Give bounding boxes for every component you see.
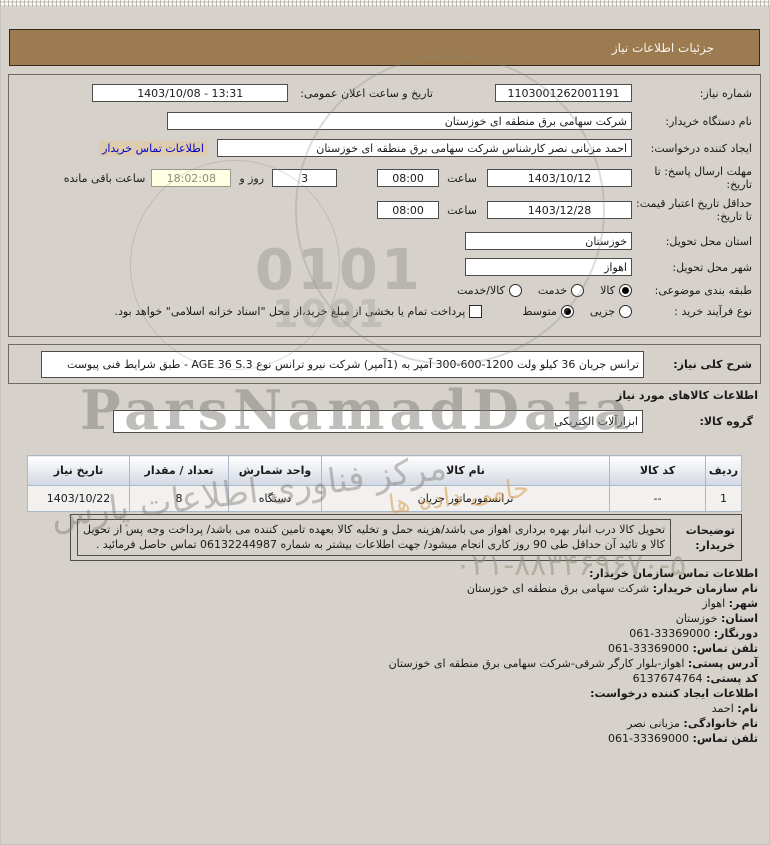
need-info-panel: شماره نیاز: 1103001262001191 تاریخ و ساع… xyxy=(8,74,761,337)
creator-phone: تلفن تماس: 33369000-061 xyxy=(608,732,758,745)
cell-count-unit: دستگاه xyxy=(228,485,322,512)
need-description-panel: شرح کلی نیاز: ترانس جریان 36 کیلو ولت 12… xyxy=(8,344,761,384)
announce-datetime-label: تاریخ و ساعت اعلان عمومی: xyxy=(300,86,433,100)
row-purchase-process: نوع فرآیند خرید : جزیی متوسط پرداخت تمام… xyxy=(9,305,760,318)
row-request-creator: ایجاد کننده درخواست: احمد مزبانی نصر کار… xyxy=(9,139,760,157)
row-reply-deadline: مهلت ارسال پاسخ: تا تاریخ: 1403/10/12 سا… xyxy=(9,165,760,191)
radio-minor-label: جزیی xyxy=(589,305,615,318)
contact-line-address: آدرس پستی: اهواز-بلوار کارگر شرقی-شرکت س… xyxy=(388,657,758,670)
radio-medium-label: متوسط xyxy=(522,305,557,318)
cell-need-date: 1403/10/22 xyxy=(27,485,130,512)
contact-line-org-name: نام سازمان خریدار: شرکت سهامی برق منطقه … xyxy=(466,582,758,595)
announce-datetime-input[interactable]: 1403/10/08 - 13:31 xyxy=(92,84,289,102)
contact-line-province: استان: خوزستان xyxy=(675,612,758,625)
price-hour-input[interactable]: 08:00 xyxy=(377,201,440,219)
radio-goods-service[interactable] xyxy=(508,284,522,297)
contact-line-phone: تلفن تماس: 33369000-061 xyxy=(608,642,758,655)
subject-class-label: طبقه بندی موضوعی: xyxy=(654,284,752,297)
cell-quantity: 8 xyxy=(129,485,229,512)
time-left-countdown: 18:02:08 xyxy=(151,169,232,187)
request-creator-label: ایجاد کننده درخواست: xyxy=(650,141,752,155)
col-row-number: ردیف xyxy=(705,455,742,486)
col-quantity: تعداد / مقدار xyxy=(129,455,229,486)
row-delivery-city: شهر محل تحویل: اهواز xyxy=(9,258,760,276)
row-price-validity: حداقل تاریخ اعتبار قیمت: تا تاریخ: 1403/… xyxy=(9,197,760,223)
price-validity-date-input[interactable]: 1403/12/28 xyxy=(487,201,632,219)
buyer-contact-section: اطلاعات تماس سازمان خریدار: نام سازمان خ… xyxy=(12,566,758,746)
request-creator-input[interactable]: احمد مزبانی نصر کارشناس شرکت سهامی برق م… xyxy=(217,139,632,157)
radio-service[interactable] xyxy=(571,284,585,297)
price-validity-label: حداقل تاریخ اعتبار قیمت: تا تاریخ: xyxy=(636,197,752,223)
treasury-payment-checkbox[interactable] xyxy=(469,305,483,318)
price-hour-label: ساعت xyxy=(447,203,477,217)
col-goods-name: نام کالا xyxy=(321,455,610,486)
radio-medium[interactable] xyxy=(560,305,574,318)
goods-group-row: گروه کالا: ابزارآلات الکتریکی xyxy=(8,410,761,433)
delivery-province-label: استان محل تحویل: xyxy=(665,234,752,248)
need-description-label: شرح کلی نیاز: xyxy=(673,357,752,371)
creator-first-name: نام: احمد xyxy=(711,702,758,715)
delivery-city-input[interactable]: اهواز xyxy=(465,258,632,276)
buyer-contact-link[interactable]: اطلاعات تماس خریدار xyxy=(99,140,207,156)
reply-deadline-label: مهلت ارسال پاسخ: تا تاریخ: xyxy=(654,165,752,191)
page-title: جزئیات اطلاعات نیاز xyxy=(611,40,714,55)
time-suffix-label: ساعت باقی مانده xyxy=(63,171,146,185)
goods-table-header-row: ردیف کد کالا نام کالا واحد شمارش تعداد /… xyxy=(27,455,742,486)
table-row: 1 -- ترانسفورماتور جریان دستگاه 8 1403/1… xyxy=(27,485,742,512)
radio-minor[interactable] xyxy=(619,305,632,318)
need-number-label: شماره نیاز: xyxy=(699,86,752,100)
col-need-date: تاریخ نیاز xyxy=(27,455,130,486)
buyer-notes-panel: توضیحات خریدار: تحویل کالا درب انبار بهر… xyxy=(70,514,742,561)
creator-last-name: نام خانوادگی: مزبانی نصر xyxy=(627,717,758,730)
treasury-payment-label: پرداخت تمام یا بخشی از مبلغ خرید،از محل … xyxy=(114,305,466,318)
need-number-input[interactable]: 1103001262001191 xyxy=(495,84,632,102)
buyer-notes-label: توضیحات خریدار: xyxy=(685,523,735,552)
reply-deadline-date-input[interactable]: 1403/10/12 xyxy=(487,169,632,187)
days-suffix-label: روز و xyxy=(239,171,265,185)
goods-group-input[interactable]: ابزارآلات الکتریکی xyxy=(113,410,643,433)
need-description-input[interactable]: ترانس جریان 36 کیلو ولت 1200-600-300 آمپ… xyxy=(41,350,644,378)
title-bar: جزئیات اطلاعات نیاز xyxy=(9,29,760,66)
goods-group-label: گروه کالا: xyxy=(699,415,753,428)
row-subject-class: طبقه بندی موضوعی: کالا خدمت کالا/خدمت xyxy=(9,284,760,297)
purchase-process-label: نوع فرآیند خرید : xyxy=(674,305,752,318)
reply-hour-input[interactable]: 08:00 xyxy=(377,169,440,187)
col-goods-code: کد کالا xyxy=(609,455,706,486)
col-count-unit: واحد شمارش xyxy=(228,455,322,486)
buyer-notes-text[interactable]: تحویل کالا درب انبار بهره برداری اهواز م… xyxy=(77,519,671,556)
radio-service-label: خدمت xyxy=(537,284,568,297)
contact-line-city: شهر: اهواز xyxy=(702,597,758,610)
delivery-province-input[interactable]: خوزستان xyxy=(465,232,632,250)
row-delivery-province: استان محل تحویل: خوزستان xyxy=(9,232,760,250)
row-need-number: شماره نیاز: 1103001262001191 تاریخ و ساع… xyxy=(9,84,760,102)
cell-goods-code: -- xyxy=(609,485,706,512)
creator-info-title: اطلاعات ایجاد کننده درخواست: xyxy=(590,687,758,700)
page-top-texture xyxy=(0,0,770,7)
delivery-city-label: شهر محل تحویل: xyxy=(672,260,752,274)
radio-goods-service-label: کالا/خدمت xyxy=(457,284,505,297)
radio-goods[interactable] xyxy=(619,284,632,297)
buyer-org-label: نام دستگاه خریدار: xyxy=(665,114,752,128)
reply-hour-label: ساعت xyxy=(447,171,477,185)
row-buyer-org: نام دستگاه خریدار: شرکت سهامی برق منطقه … xyxy=(9,112,760,130)
cell-row-number: 1 xyxy=(705,485,742,512)
days-left-box: 3 xyxy=(272,169,338,187)
goods-table: ردیف کد کالا نام کالا واحد شمارش تعداد /… xyxy=(27,455,742,512)
buyer-org-input[interactable]: شرکت سهامی برق منطقه ای خوزستان xyxy=(167,112,632,130)
contact-section-title: اطلاعات تماس سازمان خریدار: xyxy=(589,567,758,580)
cell-goods-name: ترانسفورماتور جریان xyxy=(321,485,610,512)
radio-goods-label: کالا xyxy=(600,284,615,297)
contact-line-fax: دورنگار: 33369000-061 xyxy=(629,627,758,640)
goods-section-title: اطلاعات کالاهای مورد نیاز xyxy=(616,389,758,402)
contact-line-postal-code: کد پستی: 6137674764 xyxy=(632,672,758,685)
